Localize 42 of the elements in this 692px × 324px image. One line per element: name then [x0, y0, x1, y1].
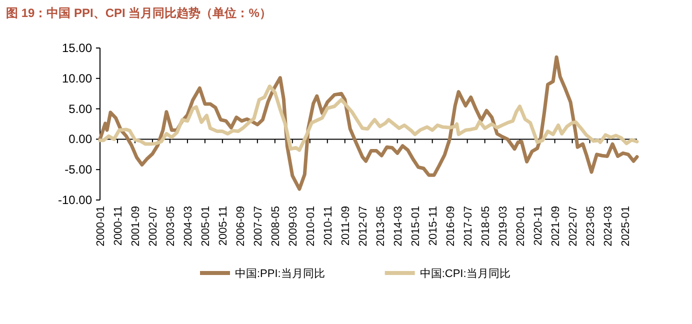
y-tick-label: 0.00: [68, 132, 92, 146]
x-tick-label: 2021-09: [550, 206, 562, 246]
x-tick-label: 2014-03: [392, 206, 404, 246]
x-tick-label: 2015-11: [427, 206, 440, 246]
line-series: [98, 84, 639, 152]
x-tick-label: 2006-09: [234, 206, 247, 246]
x-tick-label: 2025-01: [620, 206, 632, 246]
y-tick-label: -10.00: [58, 193, 92, 207]
y-tick-label: -5.00: [64, 162, 92, 177]
x-tick-label: 2005-11: [217, 206, 230, 246]
legend-label: 中国:CPI:当月同比: [420, 267, 510, 280]
x-tick-label: 2000-01: [95, 206, 107, 246]
x-tick-label: 2010-11: [322, 206, 334, 246]
x-tick-label: 2008-05: [270, 206, 282, 246]
x-tick-label: 2010-01: [304, 206, 317, 246]
x-tick-label: 2019-03: [497, 206, 510, 246]
y-tick-label: 10.00: [62, 71, 92, 86]
x-tick-label: 2004-03: [182, 206, 194, 246]
x-tick-label: 2024-03: [602, 206, 614, 246]
x-tick-label: 2007-07: [252, 206, 264, 246]
x-tick-label: 2003-05: [164, 206, 177, 246]
x-tick-label: 2020-11: [532, 206, 544, 246]
x-tick-label: 2023-05: [584, 206, 597, 246]
x-tick-label: 2016-09: [444, 206, 457, 246]
x-tick-label: 2022-07: [567, 206, 580, 246]
line-series: [98, 55, 639, 191]
x-tick-label: 2002-07: [147, 206, 160, 246]
x-tick-label: 2000-11: [112, 206, 124, 246]
x-tick-label: 2017-07: [462, 206, 474, 246]
x-tick-label: 2020-01: [514, 206, 527, 246]
chart-title: 图 19：中国 PPI、CPI 当月同比趋势（单位：%）: [6, 6, 272, 20]
x-tick-label: 2013-05: [374, 206, 387, 246]
y-tick-label: 5.00: [68, 102, 92, 116]
x-tick-label: 2015-01: [410, 206, 422, 246]
x-tick-label: 2018-05: [480, 206, 492, 246]
x-tick-label: 2005-01: [200, 206, 212, 246]
legend-label: 中国:PPI:当月同比: [235, 267, 325, 280]
x-tick-label: 2012-07: [357, 206, 370, 246]
x-tick-label: 2001-09: [130, 206, 142, 246]
y-tick-label: 15.00: [62, 41, 92, 55]
x-tick-label: 2011-09: [340, 206, 352, 246]
x-tick-label: 2009-03: [287, 206, 300, 246]
